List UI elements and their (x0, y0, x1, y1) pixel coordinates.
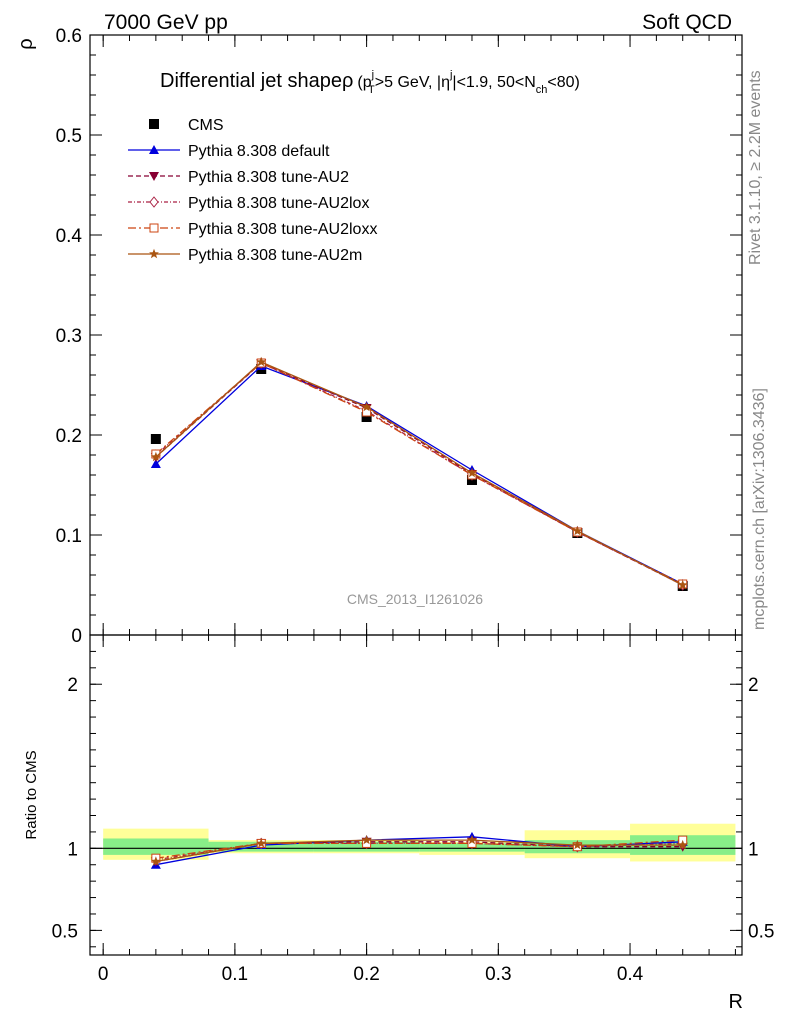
ratio-4-point-0 (150, 856, 161, 866)
title-p-sub: T (368, 84, 375, 96)
legend-label-4: Pythia 8.308 tune-AU2m (188, 247, 362, 264)
ratio-panel-frame (89, 634, 743, 956)
header-left: 7000 GeV pp (104, 11, 228, 34)
series-0-point-0 (150, 459, 161, 468)
x-tick-label-4: 0.4 (617, 964, 644, 985)
y-tick-label-2: 0.2 (56, 426, 82, 447)
legend-marker-4 (149, 248, 159, 259)
title-p-sup: j (371, 69, 374, 81)
title-p: (p (357, 74, 371, 91)
legend-label-1: Pythia 8.308 tune-AU2 (188, 169, 349, 186)
y-tick-label-4: 0.4 (56, 226, 83, 247)
x-tick-label-0: 0 (98, 964, 109, 985)
title-n-sub: ch (536, 84, 548, 96)
series-line-1 (155, 362, 683, 586)
series-line-4 (155, 361, 683, 586)
legend-label-3: Pythia 8.308 tune-AU2loxx (188, 221, 377, 238)
rivet-label: Rivet 3.1.10, ≥ 2.2M events (747, 70, 764, 265)
mcplots-label: mcplots.cern.ch [arXiv:1306.3436] (751, 388, 768, 630)
ratio-tick-label-2: 2 (67, 675, 78, 696)
x-tick-label-3: 0.3 (485, 964, 511, 985)
ratio-4-point-4 (572, 839, 583, 850)
y-tick-label-3: 0.3 (56, 326, 82, 347)
header-right: Soft QCD (642, 11, 732, 34)
cms-point-0 (150, 434, 161, 444)
series-4-point-3 (467, 467, 477, 478)
series-4-point-4 (572, 525, 583, 536)
analysis-watermark: CMS_2013_I1261026 (347, 591, 483, 607)
title-cut2: |<1.9, 50<N (452, 74, 535, 91)
title-cut1: >5 GeV, |η (375, 74, 450, 91)
ratio-tick-label-right-1: 1 (748, 839, 759, 860)
ratio-tick-label-0: 0.5 (52, 921, 78, 942)
y-tick-label-0: 0 (71, 626, 82, 647)
ratio-tick-label-1: 1 (67, 839, 78, 860)
ratio-line-4 (155, 839, 683, 863)
x-tick-label-2: 0.2 (353, 964, 379, 985)
legend-marker-1 (149, 172, 159, 181)
legend-marker-0 (149, 145, 159, 154)
ratio-4-point-2 (361, 834, 372, 845)
title-eta-sup: j (449, 69, 452, 81)
x-axis-label: R (729, 991, 743, 1013)
legend-label-2: Pythia 8.308 tune-AU2lox (188, 195, 369, 212)
ratio-line-0 (155, 836, 683, 866)
ratio-4-point-3 (467, 834, 477, 845)
series-4-point-1 (256, 356, 267, 367)
series-4-point-0 (150, 451, 161, 462)
y-tick-label-5: 0.5 (56, 126, 82, 147)
series-line-3 (155, 362, 683, 585)
y-axis-label: ρ (15, 38, 37, 49)
ratio-4-point-5 (677, 839, 688, 850)
legend-label-cms: CMS (188, 117, 224, 134)
legend-marker-2 (149, 196, 159, 208)
title-main: Differential jet shape (160, 70, 342, 92)
series-line-0 (155, 365, 683, 585)
series-line-2 (155, 362, 683, 586)
series-4-point-2 (361, 401, 372, 412)
chart-title: Differential jet shapeρ (pj T>5 GeV, |ηj|<… (160, 69, 580, 96)
legend-marker-cms (149, 119, 159, 129)
cms-point-2 (361, 412, 372, 422)
ratio-tick-label-right-0: 0.5 (748, 921, 774, 942)
title-cut3: <80) (547, 74, 579, 91)
ratio-series-lines (150, 831, 688, 869)
y-tick-label-6: 0.6 (56, 26, 82, 47)
ratio-4-point-1 (256, 838, 267, 848)
ratio-tick-label-right-2: 2 (748, 675, 759, 696)
y-tick-label-1: 0.1 (56, 526, 82, 547)
legend: CMS Pythia 8.308 default Pythia 8.308 tune… (128, 117, 377, 264)
x-tick-label-1: 0.1 (222, 964, 248, 985)
axes: 0 0.1 0.2 0.3 0.4 0 0.1 0.2 0.3 0.4 0.5 0.6 0.5 0.5 1 1… (52, 26, 775, 985)
legend-label-0: Pythia 8.308 default (188, 143, 330, 160)
ratio-y-axis-label: Ratio to CMS (23, 750, 40, 839)
title-rho: ρ (342, 70, 353, 92)
main-series-lines (150, 356, 688, 591)
band-inner-0 (103, 838, 209, 855)
ratio-line-2 (155, 842, 683, 861)
legend-marker-3 (149, 223, 159, 233)
series-4-point-5 (677, 579, 688, 590)
